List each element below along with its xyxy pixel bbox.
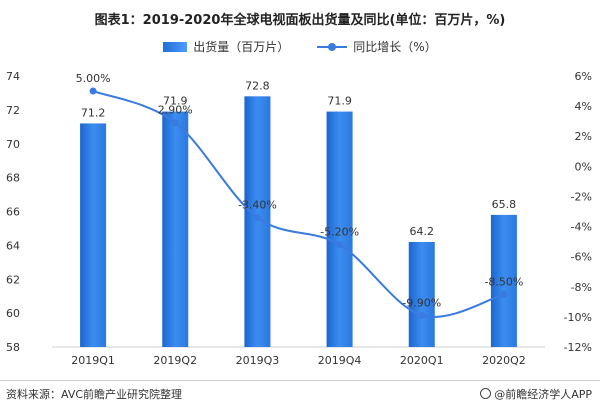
growth-point-2020Q1 [418, 311, 426, 319]
y-left-tick-label: 72 [6, 104, 20, 117]
credit-text: @前瞻经济学人APP [494, 388, 592, 401]
y-right-tick-label: -10% [564, 311, 592, 324]
y-right-tick-label: -8% [571, 281, 592, 294]
y-right-tick-label: 4% [575, 100, 592, 113]
growth-value-label: 2.90% [158, 104, 193, 117]
x-tick-label: 2019Q1 [71, 354, 115, 367]
growth-point-2019Q1 [89, 87, 97, 95]
y-right-tick-label: 6% [575, 70, 592, 83]
growth-point-2019Q4 [336, 241, 344, 249]
growth-point-2019Q2 [171, 119, 179, 127]
growth-point-2019Q3 [253, 214, 261, 222]
bar-value-label: 72.8 [245, 79, 270, 92]
bar-2019Q1 [80, 123, 107, 347]
bar-2020Q1 [408, 241, 435, 347]
y-left-tick-label: 60 [6, 307, 20, 320]
chart-title: 图表1：2019-2020年全球电视面板出货量及同比(单位：百万片，%) [94, 13, 506, 28]
bar-value-label: 71.9 [327, 95, 352, 108]
legend-label-growth: 同比增长（%） [353, 40, 437, 54]
bar-value-label: 64.2 [410, 225, 435, 238]
credit-logo-icon [480, 388, 492, 399]
x-tick-label: 2019Q3 [236, 354, 280, 367]
x-tick-label: 2020Q1 [400, 354, 444, 367]
y-right-tick-label: -12% [564, 341, 592, 354]
y-right-tick-label: -4% [571, 221, 592, 234]
legend-item-shipments: 出货量（百万片） [163, 38, 289, 55]
growth-point-2020Q2 [500, 290, 508, 298]
bar-2019Q4 [326, 111, 353, 347]
y-right-tick-label: -6% [571, 251, 592, 264]
growth-line [92, 90, 505, 318]
legend-label-shipments: 出货量（百万片） [193, 40, 290, 54]
bar-value-label: 65.8 [492, 198, 517, 211]
y-left-tick-label: 68 [6, 172, 20, 185]
credit-note: @前瞻经济学人APP [480, 386, 592, 402]
y-left-tick-label: 74 [6, 70, 20, 83]
bar-2019Q3 [244, 96, 271, 347]
y-right-tick-label: 0% [575, 160, 592, 173]
y-left-tick-label: 70 [6, 138, 20, 151]
bar-2020Q2 [490, 214, 517, 347]
y-left-tick-label: 64 [6, 239, 20, 252]
footer-divider [0, 380, 600, 381]
x-tick-label: 2020Q2 [482, 354, 526, 367]
source-note: 资料来源：AVC前瞻产业研究院整理 [6, 388, 183, 401]
growth-value-label: -5.20% [320, 226, 359, 239]
y-left-tick-label: 66 [6, 206, 20, 219]
growth-value-label: -8.50% [484, 275, 523, 288]
x-tick-label: 2019Q4 [318, 354, 362, 367]
bar-value-label: 71.2 [81, 106, 106, 119]
y-right-tick-label: -2% [571, 190, 592, 203]
chart-legend: 出货量（百万片） 同比增长（%） [0, 38, 600, 55]
bar-2019Q2 [162, 111, 189, 347]
growth-value-label: -9.90% [402, 296, 441, 309]
y-left-tick-label: 58 [6, 341, 20, 354]
growth-value-label: 5.00% [76, 72, 111, 85]
legend-bar-swatch [163, 41, 188, 52]
growth-value-label: -3.40% [238, 199, 277, 212]
y-left-tick-label: 62 [6, 273, 20, 286]
legend-line-swatch [317, 42, 348, 52]
legend-item-growth: 同比增长（%） [317, 38, 437, 55]
y-right-tick-label: 2% [575, 130, 592, 143]
bar-value-label: 71.9 [163, 95, 188, 108]
x-tick-label: 2019Q2 [153, 354, 197, 367]
